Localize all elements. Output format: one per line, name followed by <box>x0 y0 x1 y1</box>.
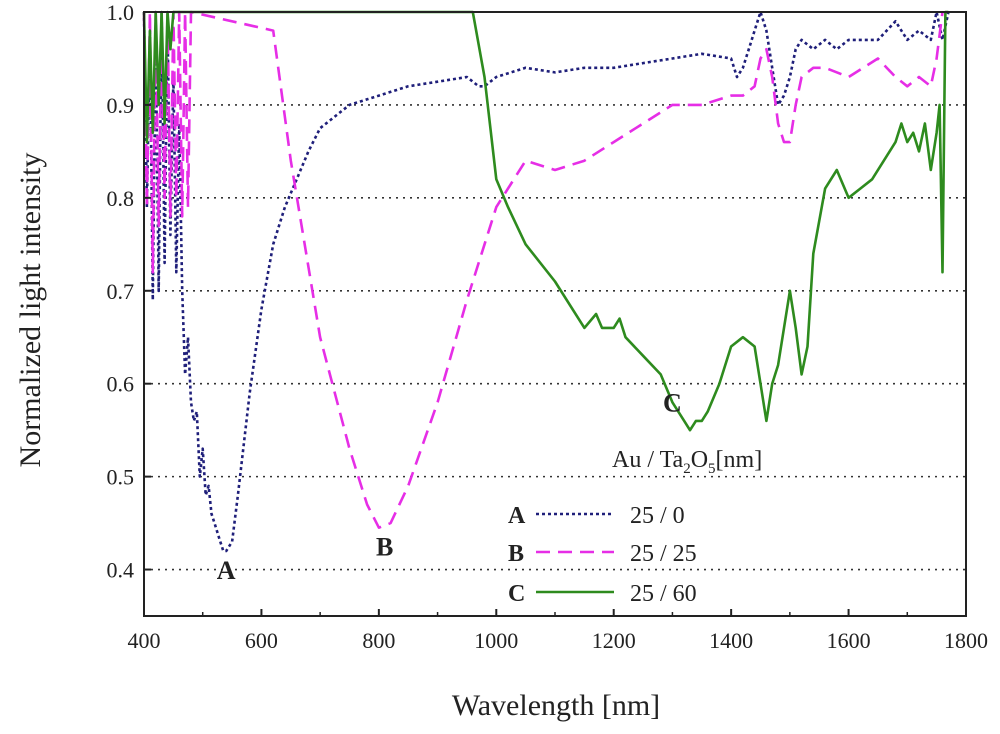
x-axis-label: Wavelength [nm] <box>452 689 660 722</box>
peak-label-a: A <box>217 556 236 585</box>
y-tick-label: 0.7 <box>107 279 135 304</box>
legend-key: C <box>508 581 525 607</box>
x-tick-label: 800 <box>362 628 395 653</box>
x-tick-label: 600 <box>245 628 278 653</box>
y-tick-label: 0.5 <box>107 465 135 490</box>
legend-title-sub: 5 <box>708 461 716 477</box>
y-tick-label: 0.8 <box>107 186 135 211</box>
peak-annotations: ABC <box>217 389 682 585</box>
y-axis-label: Normalized light intensity <box>14 153 47 468</box>
legend-key: A <box>508 503 526 529</box>
legend-entries: A 25 / 0 B 25 / 25 C 25 / 60 <box>508 503 697 607</box>
y-tick-label: 1.0 <box>107 0 135 25</box>
data-series <box>142 10 950 553</box>
x-tick-label: 1800 <box>944 628 988 653</box>
y-tick-label: 0.4 <box>107 558 135 583</box>
gridlines <box>144 104 966 571</box>
series-b-line <box>142 10 944 530</box>
x-tick-label: 1600 <box>827 628 871 653</box>
x-ticks: 400 600 800 1000 1200 1400 1600 1800 <box>128 609 988 653</box>
legend-title-sub: 2 <box>683 461 691 477</box>
axes <box>143 11 967 617</box>
legend-label: 25 / 0 <box>630 503 685 529</box>
legend-title-part: [nm] <box>716 447 763 473</box>
legend-title-part: Au / Ta <box>612 447 684 473</box>
legend-label: 25 / 25 <box>630 541 697 567</box>
y-tick-label: 0.6 <box>107 372 135 397</box>
y-ticks: 0.4 0.5 0.6 0.7 0.8 0.9 1.0 <box>107 0 151 583</box>
legend-label: 25 / 60 <box>630 581 697 607</box>
x-tick-label: 1400 <box>709 628 753 653</box>
peak-label-b: B <box>376 533 393 562</box>
y-tick-label: 0.9 <box>107 93 135 118</box>
x-tick-label: 400 <box>128 628 161 653</box>
series-a-line <box>142 10 950 553</box>
legend: Au / Ta2O5[nm] A 25 / 0 B 25 / 25 C 25 / 60 <box>508 447 762 607</box>
plot-frame <box>143 11 967 617</box>
series-c-line <box>142 10 949 432</box>
x-tick-label: 1000 <box>474 628 518 653</box>
x-tick-label: 1200 <box>592 628 636 653</box>
peak-label-c: C <box>663 389 682 418</box>
legend-title-part: O <box>691 447 708 473</box>
legend-title: Au / Ta2O5[nm] <box>612 447 762 477</box>
legend-key: B <box>508 541 524 567</box>
